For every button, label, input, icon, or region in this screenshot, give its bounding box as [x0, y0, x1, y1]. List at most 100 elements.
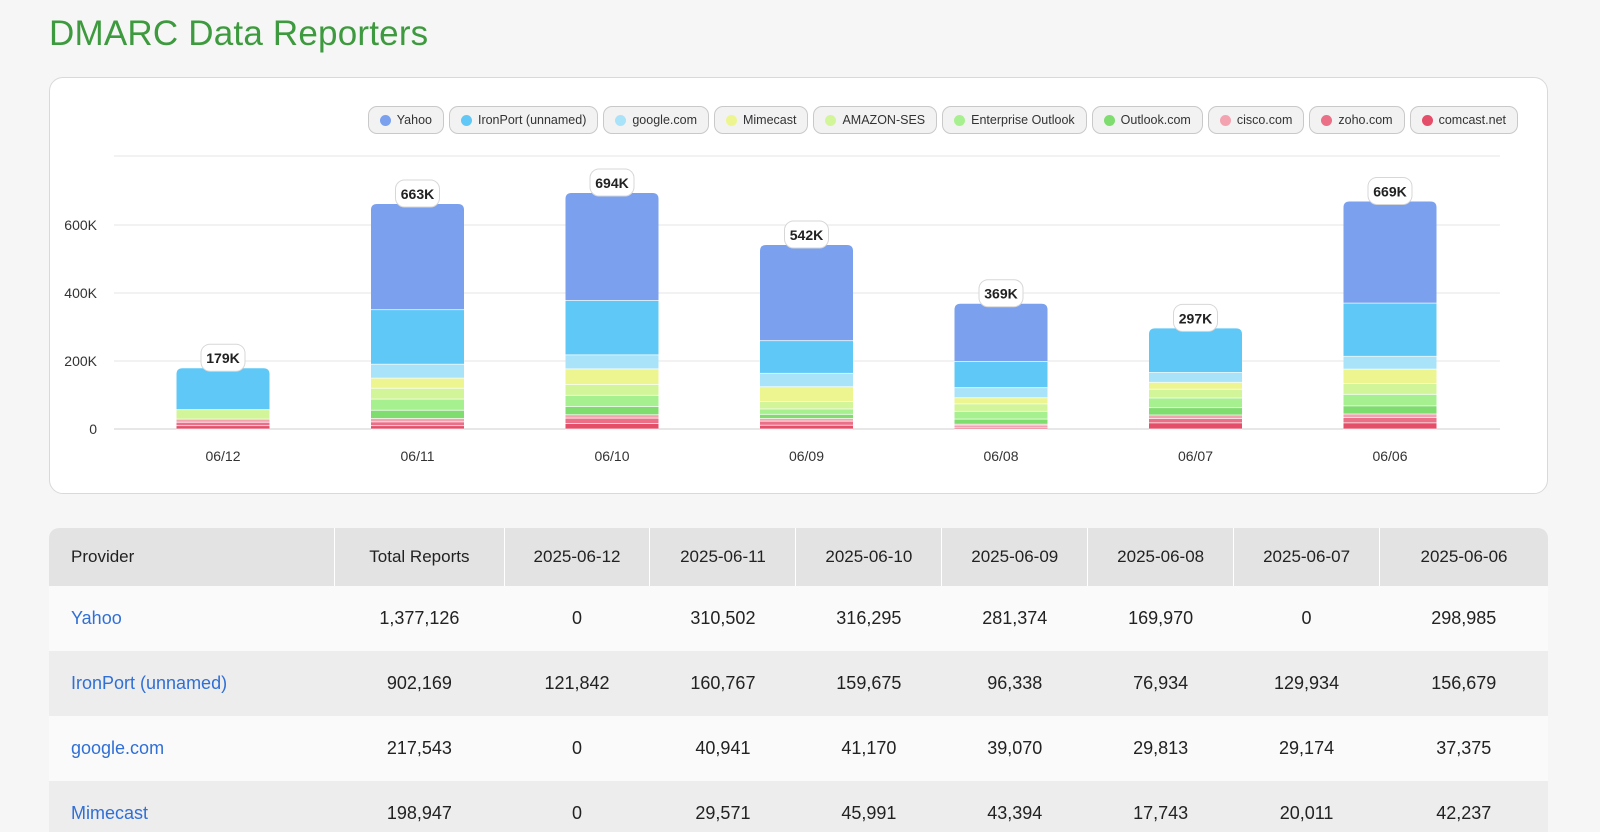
bar-segment-enterprise-outlook [760, 408, 853, 415]
table-cell: 310,502 [649, 586, 796, 651]
table-header-row: Provider Total Reports 2025-06-12 2025-06-1… [49, 528, 1548, 586]
legend-item-ironport-unnamed[interactable]: IronPort (unnamed) [448, 106, 599, 134]
total-label-text: 663K [401, 186, 434, 202]
legend-item-zoho-com[interactable]: zoho.com [1309, 106, 1405, 134]
column-header-2025-06-12[interactable]: 2025-06-12 [504, 528, 651, 586]
bar-segment-yahoo [1343, 201, 1437, 304]
legend-label: AMAZON-SES [842, 113, 926, 127]
bar-segment-cisco-com [371, 418, 464, 422]
bar-segment-outlook-com [565, 406, 659, 415]
bar-segment-enterprise-outlook [1149, 398, 1242, 408]
bar-segment-comcast-net [176, 425, 270, 429]
provider-link-mimecast[interactable]: Mimecast [71, 803, 149, 823]
total-label-text: 542K [790, 227, 823, 243]
table-cell: 121,842 [504, 651, 650, 716]
column-header-2025-06-06[interactable]: 2025-06-06 [1379, 528, 1548, 586]
bar-segment-ironport-unnamed [1343, 303, 1437, 357]
legend-label: Yahoo [396, 113, 432, 127]
total-label-bubble [200, 343, 246, 372]
legend-item-google-com[interactable]: google.com [603, 106, 709, 134]
bar-segment-mimecast [954, 397, 1048, 404]
bar-segment-comcast-net [371, 425, 464, 429]
legend-dot-icon [1421, 114, 1433, 126]
table-cell: 316,295 [795, 586, 942, 651]
bar-segment-google-com [954, 387, 1048, 398]
column-header-provider[interactable]: Provider [49, 528, 336, 586]
bar-segment-outlook-com [371, 410, 464, 419]
legend-label: google.com [632, 113, 697, 127]
bar-segment-ironport-unnamed [176, 368, 270, 410]
legend-item-outlook-com[interactable]: Outlook.com [1091, 106, 1203, 134]
table-cell: 159,675 [795, 651, 942, 716]
provider-cell: Mimecast [49, 781, 335, 832]
table-cell: 39,070 [941, 716, 1088, 781]
table-cell: 42,237 [1379, 781, 1548, 832]
y-tick-label: 400K [64, 285, 97, 301]
x-tick-label: 06/10 [594, 448, 629, 464]
table-row: Yahoo 1,377,126 0 310,502 316,295 281,374 169,… [49, 586, 1548, 651]
table-cell: 0 [504, 586, 650, 651]
column-header-2025-06-11[interactable]: 2025-06-11 [649, 528, 797, 586]
bar-segment-ironport-unnamed [371, 309, 464, 365]
bar-segment-mimecast [760, 386, 853, 402]
column-header-2025-06-07[interactable]: 2025-06-07 [1233, 528, 1381, 586]
legend-dot-icon [725, 114, 737, 126]
bar-segment-comcast-net [1343, 422, 1437, 429]
legend-dot-icon [1321, 114, 1333, 126]
bar-segment-amazon-ses [954, 403, 1048, 412]
column-header-2025-06-10[interactable]: 2025-06-10 [795, 528, 943, 586]
legend-item-amazon-ses[interactable]: AMAZON-SES [813, 106, 938, 134]
bar-total-label: 663K [395, 179, 440, 208]
page-title: DMARC Data Reporters [49, 14, 429, 53]
legend-label: Outlook.com [1120, 113, 1191, 127]
y-tick-label: 200K [64, 353, 97, 369]
total-label-text: 179K [206, 350, 239, 366]
provider-link-google-com[interactable]: google.com [71, 738, 165, 758]
bar-segment-enterprise-outlook [954, 411, 1048, 420]
bar-total-label: 694K [589, 168, 635, 197]
provider-link-yahoo[interactable]: Yahoo [71, 608, 122, 628]
bar-segment-cisco-com [1149, 415, 1242, 419]
table-row: Mimecast 198,947 0 29,571 45,991 43,394 17,743… [49, 781, 1548, 832]
total-label-text: 694K [595, 175, 628, 191]
total-label-text: 369K [984, 286, 1017, 302]
x-tick-label: 06/12 [205, 448, 240, 464]
table-cell: 29,174 [1233, 716, 1380, 781]
table-row: IronPort (unnamed) 902,169 121,842 160,767 1… [49, 651, 1548, 716]
table-cell: 29,813 [1087, 716, 1234, 781]
column-header-2025-06-08[interactable]: 2025-06-08 [1087, 528, 1235, 586]
legend-item-enterprise-outlook[interactable]: Enterprise Outlook [942, 106, 1087, 134]
bar-total-label: 297K [1173, 303, 1218, 332]
column-header-total-reports[interactable]: Total Reports [334, 528, 505, 586]
table-cell: 902,169 [334, 651, 505, 716]
bar-segment-yahoo [371, 203, 464, 310]
bar-segment-amazon-ses [760, 401, 853, 409]
legend-item-yahoo[interactable]: Yahoo [367, 106, 444, 134]
bar-segment-amazon-ses [371, 388, 464, 400]
bar-segment-comcast-net [565, 423, 659, 429]
bar-segment-zoho-com [954, 425, 1048, 428]
legend-dot-icon [379, 114, 391, 126]
total-label-bubble [784, 220, 829, 249]
legend-label: IronPort (unnamed) [477, 113, 587, 127]
table-cell: 1,377,126 [334, 586, 505, 651]
provider-cell: Yahoo [49, 586, 335, 651]
bar-total-label: 179K [200, 343, 246, 372]
legend-label: Mimecast [742, 113, 797, 127]
bar-segment-mimecast [371, 378, 464, 389]
table-cell: 20,011 [1233, 781, 1380, 832]
column-header-2025-06-09[interactable]: 2025-06-09 [941, 528, 1089, 586]
bar-segment-mimecast [1343, 369, 1437, 384]
table-cell: 281,374 [941, 586, 1088, 651]
legend-item-cisco-com[interactable]: cisco.com [1207, 106, 1305, 134]
provider-link-ironport-unnamed[interactable]: IronPort (unnamed) [71, 673, 228, 693]
reporters-table: Provider Total Reports 2025-06-12 2025-06-1… [49, 528, 1548, 832]
x-tick-label: 06/07 [1178, 448, 1213, 464]
legend-item-comcast-net[interactable]: comcast.net [1409, 106, 1518, 134]
bar-segment-outlook-com [954, 419, 1048, 425]
bar-segment-comcast-net [760, 425, 853, 429]
bar-segment-zoho-com [760, 421, 853, 426]
table-cell: 0 [1233, 586, 1380, 651]
legend-item-mimecast[interactable]: Mimecast [713, 106, 809, 134]
total-label-bubble [589, 168, 635, 197]
